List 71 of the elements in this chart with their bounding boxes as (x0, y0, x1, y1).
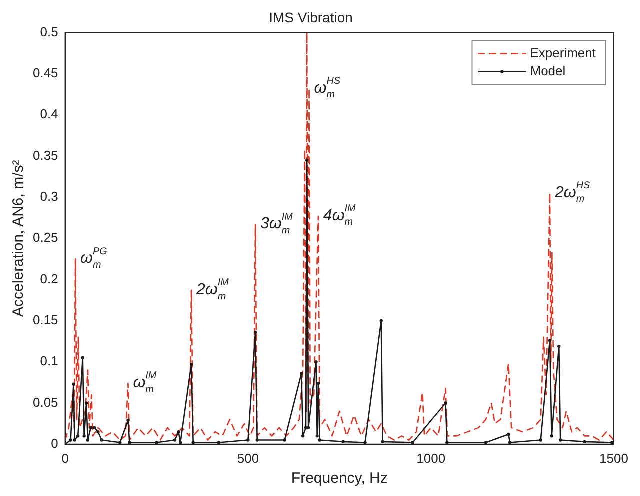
x-tick-label: 1000 (416, 450, 446, 466)
point (173, 438, 177, 442)
point (342, 440, 345, 444)
y-tick-label: 0.15 (32, 312, 58, 328)
point (300, 372, 304, 376)
x-tick-label: 0 (62, 450, 69, 466)
point (583, 440, 586, 444)
chart-title: IMS Vibration (269, 9, 353, 26)
point (86, 438, 90, 442)
point (411, 441, 414, 444)
point (610, 441, 614, 444)
point (444, 402, 448, 405)
point (484, 441, 488, 444)
point (89, 426, 93, 430)
point (301, 434, 305, 438)
point (73, 438, 76, 442)
point (177, 430, 180, 434)
point (381, 440, 384, 444)
legend-label: Model (530, 63, 566, 78)
y-axis-title: Acceleration, AN6, m/s² (10, 160, 28, 317)
point (380, 319, 383, 323)
point (507, 432, 510, 436)
point (550, 434, 554, 438)
y-tick-label: 0.3 (40, 189, 58, 204)
legend-label: Experiment (530, 45, 596, 60)
point (318, 438, 322, 442)
y-tick-label: 0.05 (32, 394, 58, 410)
x-tick-label: 1500 (600, 450, 628, 466)
point (316, 382, 320, 386)
point (128, 441, 132, 444)
point (305, 158, 309, 162)
point (84, 402, 88, 405)
point (178, 441, 182, 444)
point (256, 438, 259, 442)
point (118, 441, 122, 444)
point (254, 330, 258, 334)
point (100, 438, 104, 442)
x-tick-label: 500 (237, 450, 260, 466)
point (192, 441, 195, 444)
point (126, 418, 130, 422)
point (364, 441, 367, 444)
point (96, 430, 100, 434)
y-tick-label: 0.35 (32, 148, 58, 163)
point (76, 434, 80, 438)
point (246, 438, 250, 442)
point (81, 356, 84, 360)
y-tick-label: 0.2 (40, 271, 58, 286)
point (190, 362, 194, 366)
y-tick-label: 0.5 (40, 24, 58, 40)
point (69, 438, 72, 442)
point (558, 438, 562, 442)
y-tick-label: 0.25 (32, 230, 58, 246)
point (316, 434, 319, 438)
x-axis-title: Frequency, Hz (291, 470, 388, 488)
point (283, 438, 286, 442)
y-tick-label: 0.45 (32, 66, 58, 81)
point (72, 382, 76, 386)
point (82, 434, 86, 438)
point (446, 441, 449, 444)
y-tick-label: 0.4 (40, 106, 58, 122)
point (155, 441, 158, 444)
point (539, 438, 542, 442)
point (92, 426, 96, 430)
y-tick-label: 0.1 (40, 354, 58, 369)
y-tick-label: 0 (51, 436, 58, 451)
point (306, 426, 310, 430)
point (508, 441, 512, 444)
point (217, 441, 221, 444)
point (558, 344, 561, 348)
point (548, 339, 552, 342)
point (314, 360, 318, 364)
